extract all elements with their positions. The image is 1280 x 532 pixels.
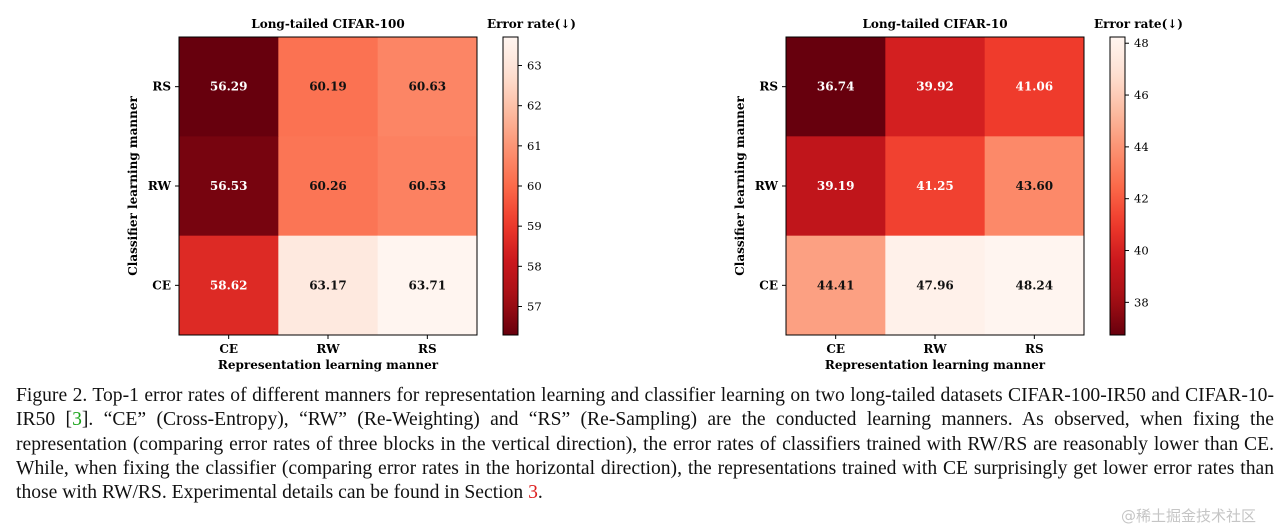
heatmap-cell	[984, 136, 1085, 237]
cell-value-label: 44.41	[817, 278, 855, 292]
heatmap-cell	[786, 235, 886, 336]
cell-value-label: 60.53	[409, 179, 447, 193]
x-tick-label: RW	[316, 342, 340, 356]
heatmap-cell	[786, 37, 886, 137]
section-link[interactable]: 3	[528, 482, 538, 504]
colorbar-tick-label: 63	[527, 59, 542, 73]
chart-title: Long-tailed CIFAR-100	[251, 17, 404, 31]
y-tick-label: CE	[152, 278, 171, 292]
cell-value-label: 56.29	[210, 80, 248, 94]
figure: 56.29 60.19 60.63 56.53 60.26 60.53 58.62 63.17…	[126, 17, 1183, 372]
watermark: @稀土掘金技术社区	[1120, 507, 1256, 525]
heatmap-cell	[786, 136, 886, 237]
cell-value-label: 39.19	[817, 179, 855, 193]
colorbar-tick-label: 48	[1134, 36, 1149, 50]
colorbar-tick-label: 46	[1134, 88, 1149, 102]
colorbar-tick-label: 59	[527, 219, 542, 233]
chart-title: Long-tailed CIFAR-10	[862, 17, 1007, 31]
cell-value-label: 36.74	[817, 80, 855, 94]
heatmap-cell	[984, 37, 1085, 137]
heatmap-cell	[278, 235, 379, 336]
y-tick-label: RS	[759, 80, 778, 94]
colorbar-label: Error rate(↓)	[1094, 17, 1183, 31]
heatmap-cell	[179, 136, 279, 237]
heatmap-cell	[377, 136, 478, 237]
heatmap-cell	[885, 136, 986, 237]
x-tick-label: RS	[418, 342, 437, 356]
cell-value-label: 56.53	[210, 179, 248, 193]
colorbar-tick-label: 40	[1134, 244, 1149, 258]
heatmap-cell	[885, 37, 986, 137]
caption-text-2: ]. “CE” (Cross-Entropy), “RW” (Re-Weight…	[16, 409, 1274, 504]
colorbar-tick-label: 38	[1134, 295, 1149, 309]
caption-text-1: Figure 2. Top-1 error rates of different…	[16, 385, 1274, 431]
citation-link[interactable]: 3	[72, 409, 82, 431]
cell-value-label: 60.19	[309, 80, 347, 94]
caption-text-3: .	[537, 482, 543, 504]
cell-value-label: 47.96	[916, 278, 954, 292]
cell-value-label: 60.63	[409, 80, 447, 94]
heatmap-cell	[377, 235, 478, 336]
colorbar-tick-label: 57	[527, 299, 542, 313]
heatmap-cell	[278, 136, 379, 237]
colorbar-tick-label: 42	[1134, 192, 1149, 206]
colorbar-tick-label: 44	[1134, 140, 1149, 154]
colorbar	[502, 36, 519, 336]
colorbar-label: Error rate(↓)	[487, 17, 576, 31]
colorbar-tick-label: 62	[527, 99, 542, 113]
cell-value-label: 63.71	[409, 278, 447, 292]
cell-value-label: 41.25	[916, 179, 954, 193]
x-tick-label: RW	[923, 342, 947, 356]
colorbar-tick-label: 60	[527, 179, 542, 193]
cell-value-label: 63.17	[309, 278, 347, 292]
cell-value-label: 48.24	[1016, 278, 1054, 292]
x-tick-label: RS	[1025, 342, 1044, 356]
y-tick-label: CE	[759, 278, 778, 292]
cell-value-label: 60.26	[309, 179, 347, 193]
x-tick-label: CE	[826, 342, 845, 356]
heatmap-cell	[377, 37, 478, 137]
figure-caption: Figure 2. Top-1 error rates of different…	[16, 384, 1274, 505]
y-tick-label: RW	[148, 179, 172, 193]
x-axis-label: Representation learning manner	[218, 358, 439, 372]
heatmap-cell	[179, 37, 279, 137]
colorbar	[1109, 36, 1126, 336]
heatmap-cell	[179, 235, 279, 336]
heatmap-cell	[984, 235, 1085, 336]
colorbar-tick-label: 58	[527, 259, 542, 273]
y-tick-label: RW	[755, 179, 779, 193]
colorbar-tick-label: 61	[527, 139, 542, 153]
heatmap-cell	[885, 235, 986, 336]
heatmap-cell	[278, 37, 379, 137]
cell-value-label: 39.92	[916, 80, 954, 94]
cell-value-label: 58.62	[210, 278, 248, 292]
x-axis-label: Representation learning manner	[825, 358, 1046, 372]
y-axis-label: Classifier learning manner	[733, 96, 747, 276]
y-axis-label: Classifier learning manner	[126, 96, 140, 276]
x-tick-label: CE	[219, 342, 238, 356]
y-tick-label: RS	[152, 80, 171, 94]
cell-value-label: 43.60	[1016, 179, 1054, 193]
cell-value-label: 41.06	[1016, 80, 1054, 94]
